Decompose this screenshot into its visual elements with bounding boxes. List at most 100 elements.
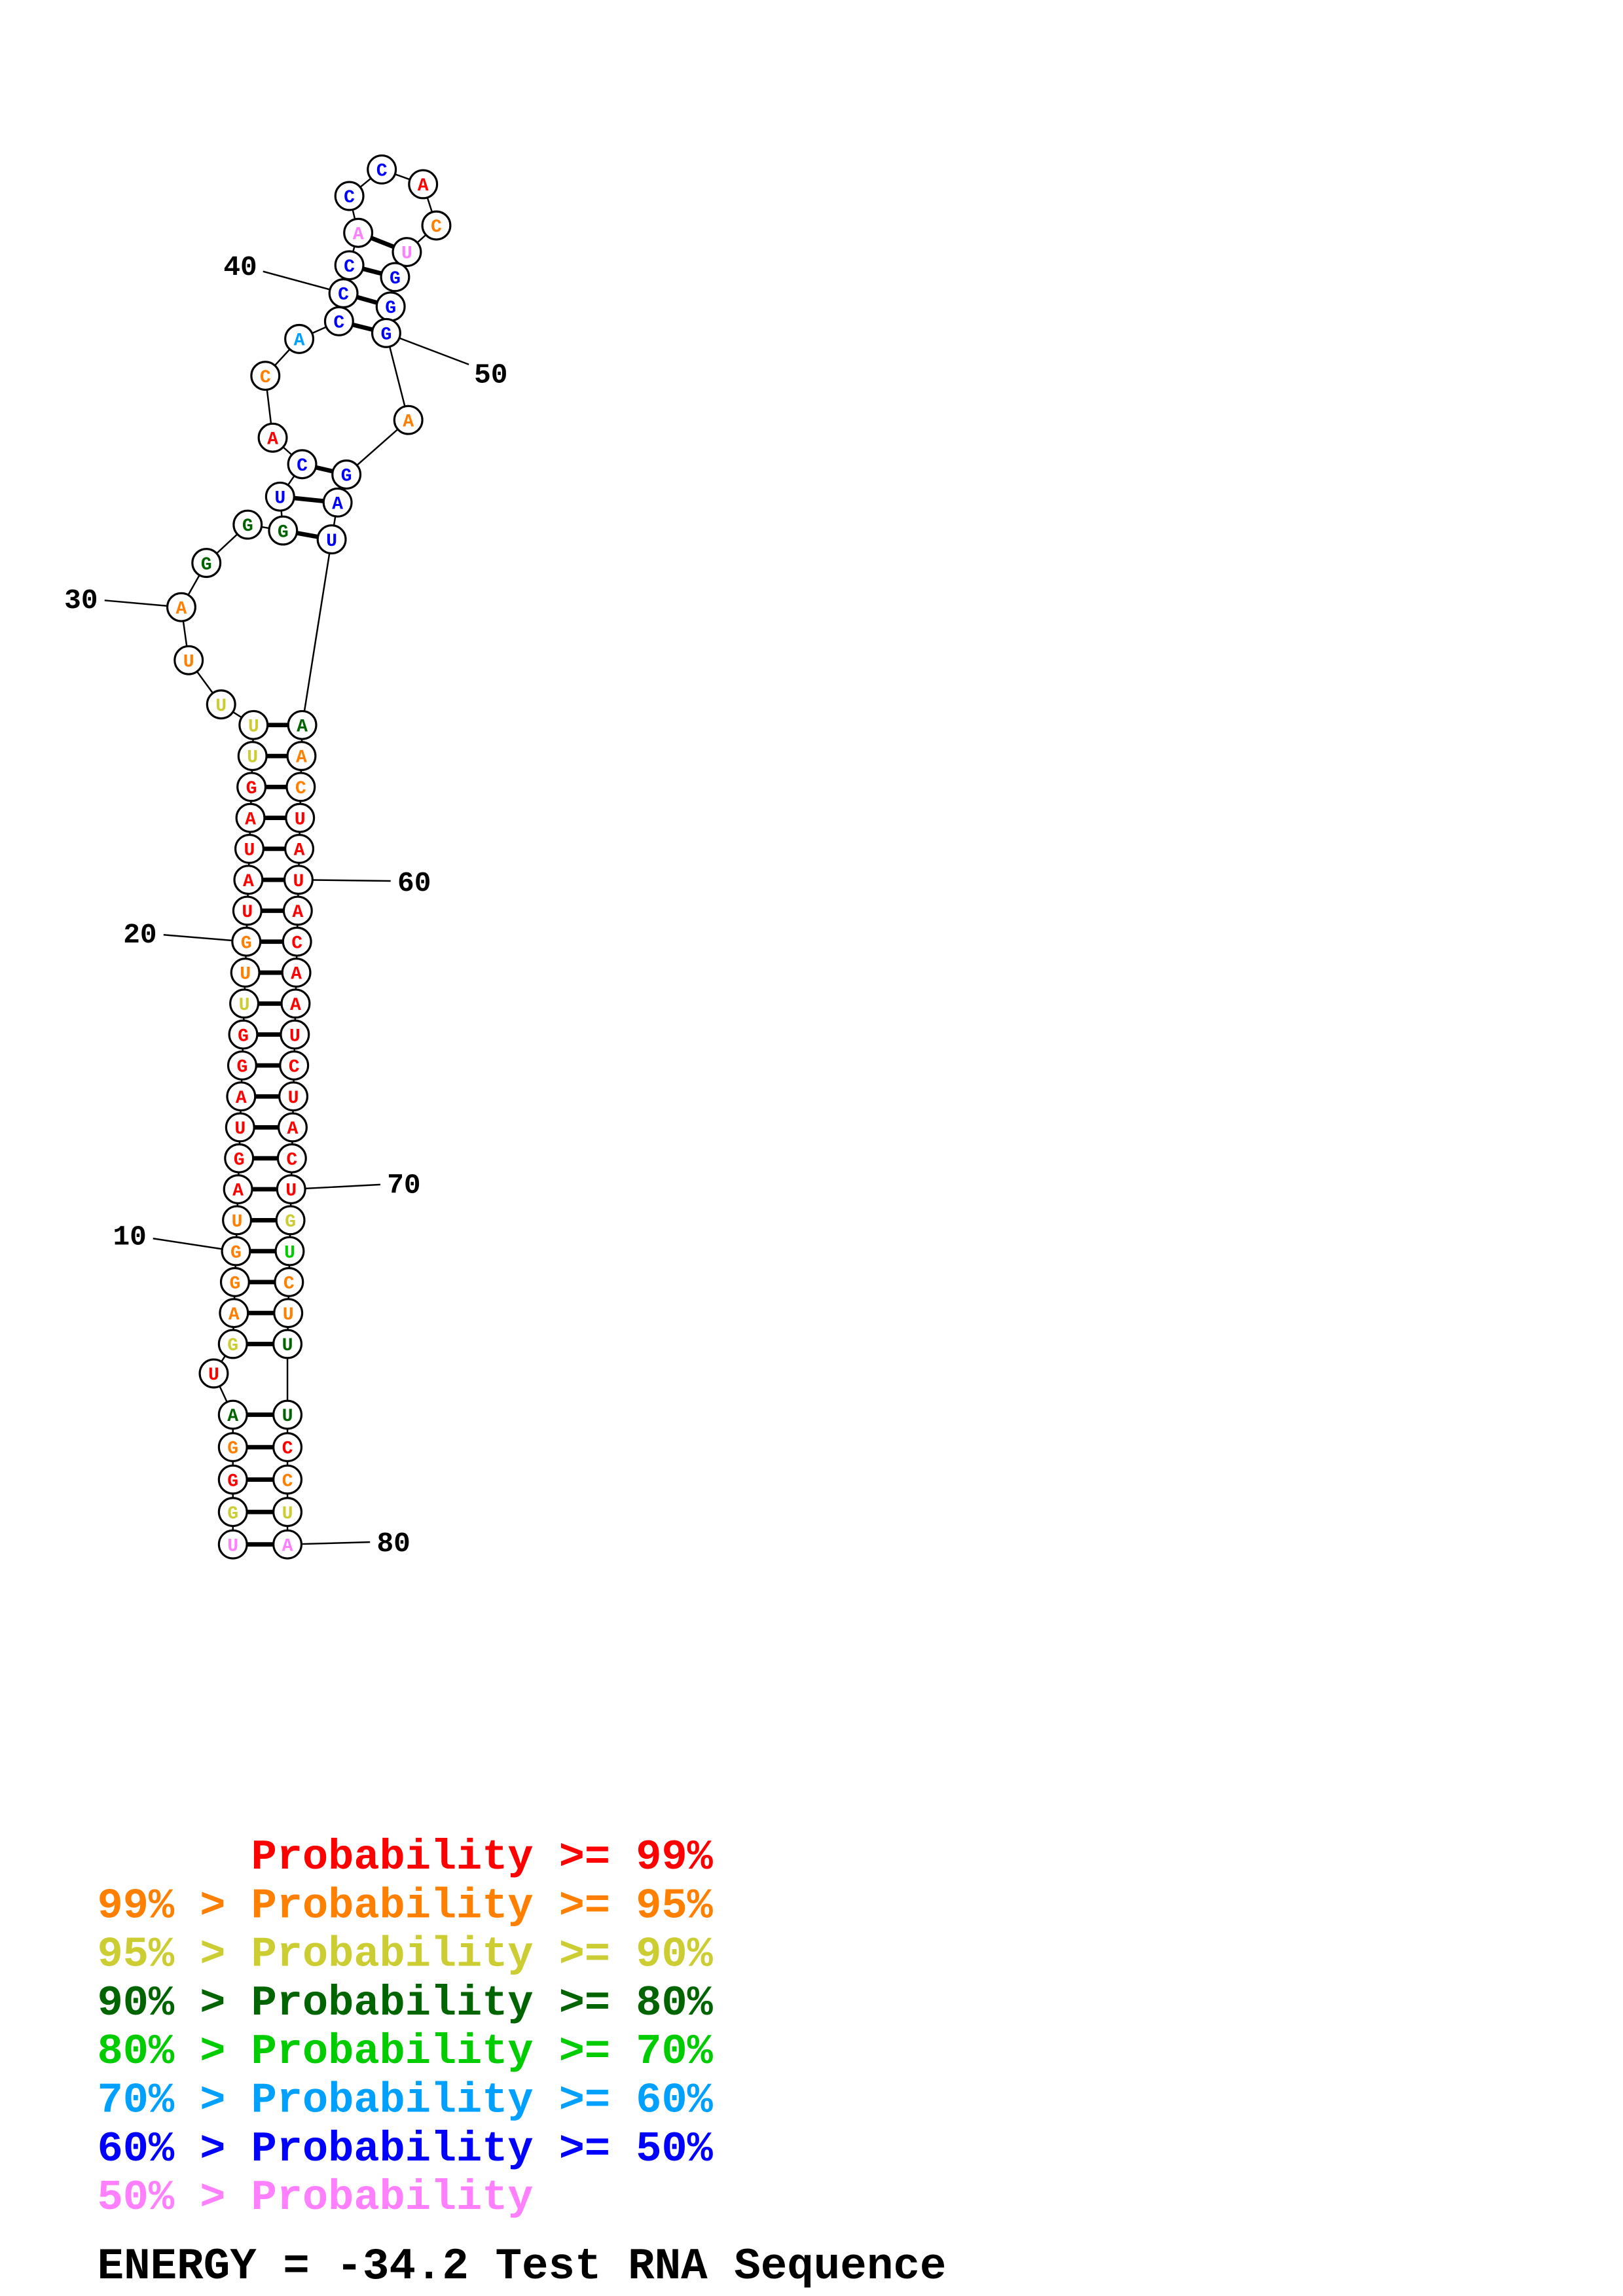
nucleotide-letter: C	[295, 779, 306, 799]
nucleotide-letter: U	[208, 1365, 219, 1386]
nucleotide-letter: A	[287, 1119, 298, 1139]
nucleotide-letter: C	[338, 285, 349, 306]
nucleotide-letter: A	[294, 331, 305, 351]
nucleotide-circle	[237, 741, 268, 772]
nucleotide-circle	[217, 1432, 248, 1463]
nucleotide-circles	[166, 154, 452, 1560]
nucleotide-letter: A	[176, 599, 187, 619]
nucleotide-letter: A	[332, 494, 343, 514]
nucleotide-circle	[276, 1174, 306, 1205]
nucleotide-letter: G	[246, 779, 257, 799]
nucleotide-letter: A	[245, 810, 256, 830]
energy-label: ENERGY = -34.2 Test RNA Sequence	[98, 2242, 947, 2292]
nucleotide-circle	[217, 1464, 248, 1495]
nucleotide-circle	[268, 515, 299, 546]
nucleotide-letter: U	[288, 1088, 299, 1109]
nucleotide-letter: G	[227, 1504, 238, 1524]
nucleotide-circle	[272, 1329, 303, 1359]
nucleotide-letter: G	[201, 555, 212, 575]
nucleotide-letter: U	[295, 810, 306, 830]
nucleotide-circle	[282, 926, 312, 957]
nucleotide-circle	[173, 645, 204, 675]
nucleotide-letter: C	[260, 368, 271, 388]
legend-line: 80% > Probability >= 70%	[98, 2028, 714, 2076]
nucleotide-circle	[286, 741, 317, 772]
nucleotide-circle	[226, 1081, 257, 1112]
nucleotide-letter: C	[282, 1471, 293, 1492]
nucleotide-letter: U	[248, 717, 259, 737]
nucleotide-letter: U	[401, 244, 412, 264]
nucleotide-letter: A	[228, 1305, 240, 1325]
nucleotide-circle	[191, 548, 222, 579]
nucleotide-letter: G	[230, 1243, 242, 1263]
nucleotide-circle	[421, 210, 452, 241]
nucleotide-circle	[224, 1143, 255, 1174]
position-label: 20	[123, 919, 156, 951]
nucleotide-letter: U	[282, 1336, 293, 1356]
nucleotide-circle	[217, 1497, 248, 1528]
position-label: 50	[474, 359, 507, 391]
nucleotide-circle	[285, 772, 316, 802]
nucleotide-letter: A	[296, 748, 307, 768]
nucleotide-circle	[280, 988, 311, 1019]
nucleotide-circle	[328, 278, 359, 309]
nucleotide-circle	[281, 958, 312, 988]
nucleotide-circle	[273, 1298, 304, 1329]
nucleotide-letter: A	[236, 1088, 247, 1109]
nucleotide-circle	[277, 1112, 308, 1143]
nucleotide-circle	[272, 1432, 303, 1463]
nucleotide-letter: G	[227, 1336, 238, 1356]
nucleotide-letter: C	[376, 162, 388, 182]
nucleotide-circle	[219, 1298, 249, 1329]
nucleotide-letter: U	[326, 531, 337, 552]
legend-line: 50% > Probability	[98, 2174, 534, 2222]
nucleotide-circle	[232, 895, 263, 926]
nucleotide-circle	[219, 1266, 250, 1297]
nucleotide-letter: A	[294, 841, 305, 861]
nucleotide-letter: G	[241, 933, 252, 954]
nucleotide-circle	[221, 1236, 251, 1266]
nucleotide-letter: U	[232, 1212, 243, 1232]
nucleotide-circle	[236, 772, 267, 802]
nucleotide-letter: U	[215, 696, 227, 717]
nucleotide-circle	[264, 481, 295, 512]
nucleotide-letter: U	[282, 1504, 293, 1524]
nucleotide-circle	[393, 404, 424, 435]
nucleotide-circle	[275, 1205, 306, 1236]
position-label: 10	[113, 1221, 146, 1253]
nucleotide-circle	[408, 169, 439, 200]
nucleotide-letter: A	[297, 717, 308, 737]
nucleotide-letter: U	[242, 903, 253, 923]
nucleotide-letter: A	[418, 176, 429, 196]
nucleotide-letter: A	[403, 412, 414, 432]
nucleotide-letter: A	[291, 965, 302, 985]
nucleotide-letter: U	[247, 748, 258, 768]
nucleotide-letter: A	[353, 224, 364, 245]
nucleotide-letter: U	[282, 1407, 293, 1427]
nucleotide-circle	[334, 250, 365, 281]
nucleotide-circle	[272, 1529, 303, 1560]
label-leader-line	[298, 878, 391, 882]
nucleotide-circle	[272, 1497, 303, 1528]
nucleotide-letter: C	[286, 1150, 297, 1170]
nucleotide-letter: C	[291, 933, 302, 954]
nucleotide-letter: U	[234, 1119, 246, 1139]
nucleotide-circle	[217, 1529, 248, 1560]
nucleotide-circle	[392, 237, 422, 267]
position-label: 60	[397, 867, 431, 899]
nucleotide-letter: A	[232, 1181, 244, 1202]
nucleotide-circle	[331, 459, 362, 490]
nucleotide-circle	[276, 1143, 307, 1174]
nucleotide-circle	[287, 449, 318, 480]
nucleotide-circle	[316, 524, 347, 555]
nucleotide-letter: G	[227, 1471, 238, 1492]
nucleotide-letter: G	[341, 467, 352, 487]
nucleotide-letter: C	[283, 1274, 295, 1295]
nucleotide-circle	[272, 1464, 303, 1495]
nucleotide-circle	[287, 709, 318, 740]
nucleotide-circle	[334, 181, 365, 211]
legend-line: 95% > Probability >= 90%	[98, 1931, 714, 1979]
nucleotide-circle	[230, 958, 261, 988]
